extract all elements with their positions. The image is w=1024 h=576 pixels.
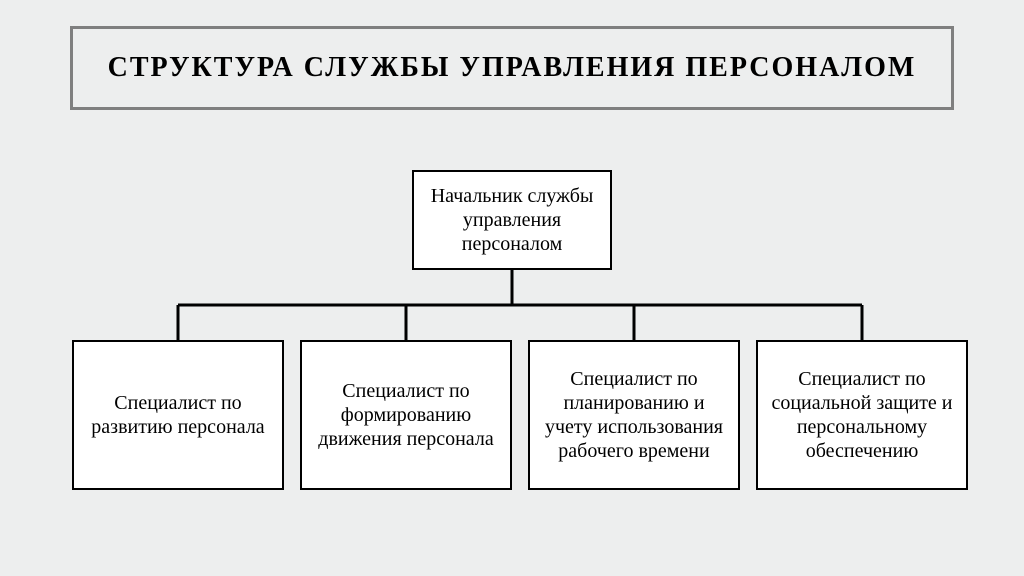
child-node-label-1: Специалист по формированию движения перс…: [310, 379, 502, 451]
child-node-label-2: Специалист по планированию и учету испол…: [538, 367, 730, 463]
child-node-3: Специалист по социальной защите и персон…: [756, 340, 968, 490]
child-node-0: Специалист по развитию персонала: [72, 340, 284, 490]
title-box: СТРУКТУРА СЛУЖБЫ УПРАВЛЕНИЯ ПЕРСОНАЛОМ: [70, 26, 954, 110]
root-node-label: Начальник службы управления персоналом: [420, 184, 604, 256]
child-node-label-0: Специалист по развитию персонала: [82, 391, 274, 439]
child-node-1: Специалист по формированию движения перс…: [300, 340, 512, 490]
root-node: Начальник службы управления персоналом: [412, 170, 612, 270]
diagram-title: СТРУКТУРА СЛУЖБЫ УПРАВЛЕНИЯ ПЕРСОНАЛОМ: [108, 52, 917, 84]
child-node-2: Специалист по планированию и учету испол…: [528, 340, 740, 490]
child-node-label-3: Специалист по социальной защите и персон…: [766, 367, 958, 463]
